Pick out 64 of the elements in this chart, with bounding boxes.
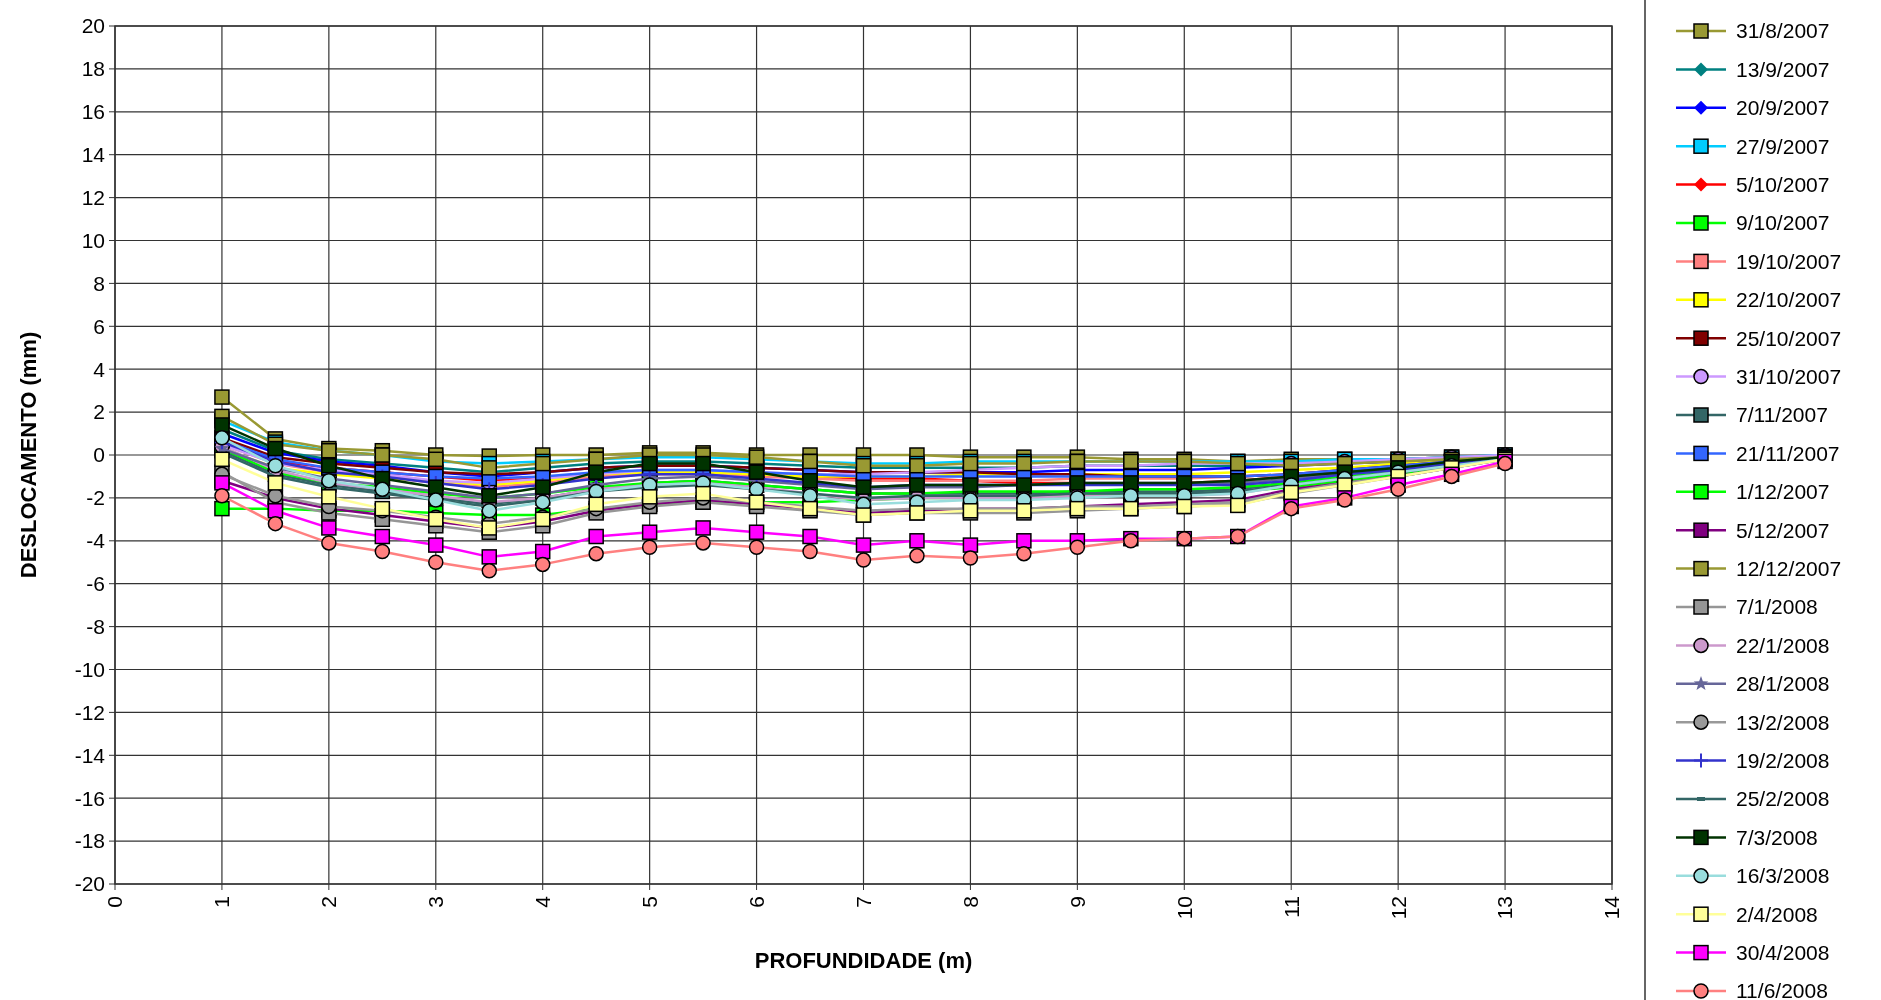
legend-label: 31/10/2007	[1736, 364, 1842, 388]
y-tick-label: -2	[86, 486, 105, 510]
y-tick-label: -4	[86, 529, 106, 553]
legend-label: 22/1/2008	[1736, 633, 1830, 657]
legend-label: 7/1/2008	[1736, 595, 1818, 619]
legend-label: 31/8/2007	[1736, 19, 1830, 43]
legend-label: 16/3/2008	[1736, 864, 1830, 888]
x-tick-label: 12	[1386, 896, 1410, 920]
y-tick-label: 18	[81, 57, 105, 81]
x-tick-label: 10	[1172, 896, 1196, 920]
legend-label: 21/11/2007	[1736, 441, 1840, 465]
legend-label: 27/9/2007	[1736, 134, 1830, 158]
x-tick-label: 3	[424, 896, 448, 908]
legend-label: 25/2/2008	[1736, 787, 1830, 811]
y-tick-label: 10	[81, 228, 105, 252]
x-tick-label: 6	[744, 896, 768, 908]
y-tick-label: 16	[81, 100, 105, 124]
legend-label: 28/1/2008	[1736, 672, 1830, 696]
x-tick-label: 14	[1600, 895, 1624, 920]
x-tick-label: 13	[1493, 896, 1517, 920]
x-tick-label: 7	[851, 896, 875, 908]
legend-label: 19/10/2007	[1736, 249, 1842, 273]
x-tick-label: 9	[1065, 896, 1089, 908]
legend-label: 25/10/2007	[1736, 326, 1842, 350]
legend-label: 13/9/2007	[1736, 57, 1830, 81]
x-tick-label: 4	[531, 895, 555, 908]
y-tick-label: 0	[93, 443, 105, 467]
y-tick-label: 14	[81, 143, 106, 167]
y-tick-label: -8	[86, 614, 105, 638]
y-tick-label: -18	[74, 829, 105, 853]
y-tick-label: 12	[81, 185, 105, 209]
y-tick-label: 2	[93, 400, 105, 424]
x-tick-label: 2	[317, 896, 341, 908]
y-tick-label: 8	[93, 271, 105, 295]
legend-label: 19/2/2008	[1736, 748, 1830, 772]
legend-label: 20/9/2007	[1736, 96, 1830, 120]
x-tick-label: 8	[958, 896, 982, 908]
legend-label: 5/10/2007	[1736, 172, 1830, 196]
x-tick-label: 0	[103, 896, 127, 908]
y-tick-label: -10	[74, 657, 105, 681]
legend-label: 13/2/2008	[1736, 710, 1830, 734]
legend-label: 30/4/2008	[1736, 940, 1830, 964]
y-tick-label: -12	[74, 700, 105, 724]
x-tick-label: 1	[210, 896, 234, 908]
legend-label: 22/10/2007	[1736, 288, 1842, 312]
y-tick-label: 4	[93, 357, 106, 381]
y-tick-label: 6	[93, 314, 105, 338]
legend-label: 1/12/2007	[1736, 480, 1830, 504]
x-tick-label: 11	[1279, 896, 1303, 918]
legend-label: 7/11/2007	[1736, 403, 1828, 427]
legend-label: 9/10/2007	[1736, 211, 1830, 235]
x-tick-label: 5	[637, 896, 661, 908]
x-axis-title: PROFUNDIDADE (m)	[754, 948, 973, 973]
y-tick-label: -20	[74, 872, 105, 896]
legend-label: 11/6/2008	[1736, 979, 1828, 1000]
legend-label: 12/12/2007	[1736, 556, 1842, 580]
y-tick-label: -6	[86, 572, 105, 596]
legend-label: 7/3/2008	[1736, 825, 1818, 849]
legend-label: 5/12/2007	[1736, 518, 1830, 542]
y-tick-label: -16	[74, 786, 105, 810]
legend-label: 2/4/2008	[1736, 902, 1818, 926]
y-tick-label: 20	[81, 14, 105, 38]
y-axis-title: DESLOCAMENTO (mm)	[16, 331, 41, 579]
y-tick-label: -14	[74, 743, 106, 767]
